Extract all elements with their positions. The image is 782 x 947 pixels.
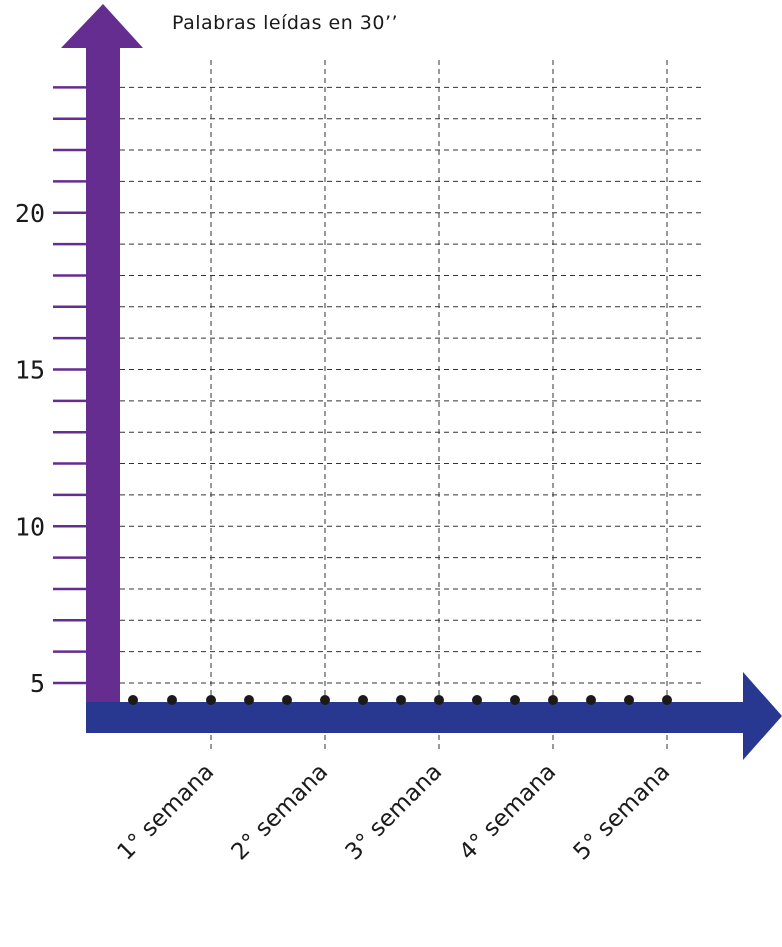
axis-dot (472, 695, 482, 705)
x-tick-label: 5° semana (569, 759, 676, 866)
axis-dot (167, 695, 177, 705)
axis-dot (282, 695, 292, 705)
y-tick-label: 15 (15, 356, 45, 385)
x-axis-arrowhead (743, 672, 782, 760)
y-axis-arrowhead (61, 4, 143, 48)
y-tick-label: 10 (15, 512, 45, 541)
axis-dot (128, 695, 138, 705)
x-axis-labels: 1° semana 2° semana 3° semana 4° semana 5° s… (113, 759, 676, 866)
axis-dot (206, 695, 216, 705)
y-axis-labels: 5 10 15 20 (15, 199, 45, 698)
x-tick-label: 3° semana (341, 759, 448, 866)
x-axis-dots (128, 695, 672, 705)
y-axis-line (86, 45, 120, 733)
axis-dot (434, 695, 444, 705)
y-tick-label: 20 (15, 199, 45, 228)
y-axis-ticks (53, 86, 88, 685)
axes (61, 4, 782, 760)
axis-dot (320, 695, 330, 705)
axis-dot (662, 695, 672, 705)
grid (120, 60, 703, 750)
axis-dot (624, 695, 634, 705)
x-tick-label: 4° semana (455, 759, 562, 866)
x-tick-label: 2° semana (227, 759, 334, 866)
axis-dot (396, 695, 406, 705)
x-tick-label: 1° semana (113, 759, 220, 866)
axis-dot (548, 695, 558, 705)
axis-dot (510, 695, 520, 705)
axis-dot (358, 695, 368, 705)
chart-title: Palabras leídas en 30’’ (172, 12, 398, 34)
y-tick-label: 5 (30, 669, 45, 698)
axis-dot (586, 695, 596, 705)
x-axis-line (86, 702, 746, 733)
axis-dot (244, 695, 254, 705)
